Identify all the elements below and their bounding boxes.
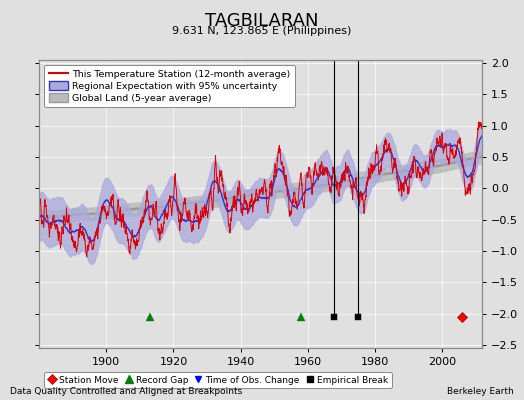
Text: Data Quality Controlled and Aligned at Breakpoints: Data Quality Controlled and Aligned at B… bbox=[10, 387, 243, 396]
Text: 9.631 N, 123.865 E (Philippines): 9.631 N, 123.865 E (Philippines) bbox=[172, 26, 352, 36]
Text: Berkeley Earth: Berkeley Earth bbox=[447, 387, 514, 396]
Text: TAGBILARAN: TAGBILARAN bbox=[205, 12, 319, 30]
Legend: Station Move, Record Gap, Time of Obs. Change, Empirical Break: Station Move, Record Gap, Time of Obs. C… bbox=[44, 372, 392, 388]
